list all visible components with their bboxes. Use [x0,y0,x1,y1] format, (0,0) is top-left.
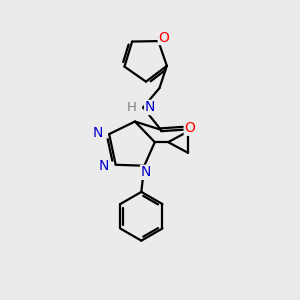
Text: O: O [184,121,195,135]
Text: N: N [92,126,103,140]
Text: H: H [127,101,136,114]
Text: N: N [141,165,151,179]
Text: O: O [158,31,169,44]
Text: N: N [145,100,155,115]
Text: N: N [99,159,109,173]
